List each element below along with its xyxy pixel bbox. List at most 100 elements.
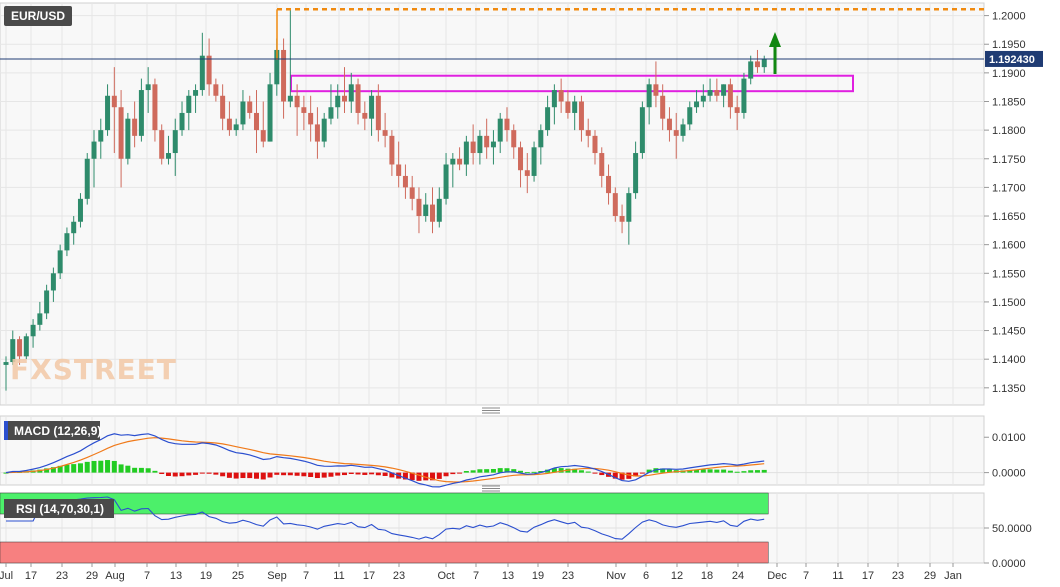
candle-63: [430, 187, 436, 234]
macd-hist-bar-32: [220, 472, 226, 477]
candle-39: [267, 72, 273, 142]
macd-hist-bar-80: [545, 469, 551, 473]
macd-hist-bar-111: [754, 470, 760, 473]
candle-88: [599, 147, 605, 188]
candle-body-89: [606, 175, 612, 194]
candle-body-60: [409, 187, 415, 199]
candle-74: [504, 107, 510, 142]
macd-hist-bar-46: [314, 472, 320, 479]
candle-80: [545, 95, 551, 136]
candle-body-83: [565, 101, 571, 113]
macd-hist-bar-71: [484, 469, 490, 473]
candle-16: [111, 67, 117, 154]
candle-body-43: [294, 95, 300, 108]
candle-body-81: [551, 90, 557, 108]
pane-splitter-1[interactable]: [482, 407, 500, 414]
candle-body-42: [287, 95, 293, 102]
candle-71: [484, 118, 490, 159]
pane-splitter-2[interactable]: [482, 485, 500, 492]
candle-48: [328, 84, 334, 125]
x-tick-label-28: 23: [892, 570, 904, 582]
x-tick-label-10: 7: [303, 570, 309, 582]
candle-body-109: [741, 78, 747, 113]
symbol-badge[interactable]: EUR/USD: [4, 6, 73, 26]
candle-69: [470, 124, 476, 165]
candle-92: [626, 187, 632, 245]
candle-body-69: [470, 141, 476, 154]
macd-hist-bar-15: [105, 460, 111, 473]
macd-hist-bar-56: [382, 472, 388, 476]
candle-body-105: [714, 90, 720, 96]
candle-103: [700, 84, 706, 108]
candle-body-18: [125, 118, 131, 159]
x-tick-label-13: 23: [393, 570, 405, 582]
x-tick-label-23: 24: [732, 570, 744, 582]
macd-hist-bar-108: [734, 471, 740, 473]
candle-86: [585, 118, 591, 148]
macd-hist-bar-70: [477, 469, 483, 473]
macd-hist-bar-73: [497, 468, 503, 473]
macd-hist-bar-86: [585, 471, 591, 473]
macd-hist-bar-6: [44, 468, 50, 473]
candle-70: [477, 130, 483, 165]
candle-5: [37, 301, 43, 331]
macd-series: [0, 433, 984, 488]
candle-body-16: [111, 95, 117, 108]
macd-hist-bar-29: [199, 472, 205, 474]
candle-body-65: [443, 164, 449, 199]
rsi-label: RSI (14,70,30,1): [16, 502, 104, 516]
candle-body-73: [497, 118, 503, 142]
candle-49: [335, 84, 341, 119]
macd-hist-bar-30: [206, 472, 212, 474]
candle-body-51: [348, 84, 354, 102]
candle-38: [260, 101, 266, 148]
candle-43: [294, 84, 300, 136]
symbol-label: EUR/USD: [11, 9, 66, 23]
candle-body-27: [186, 95, 192, 113]
candlestick-series: [3, 9, 767, 391]
macd-hist-bar-49: [335, 472, 341, 476]
candle-99: [673, 112, 679, 159]
macd-hist-bar-109: [741, 471, 747, 473]
candle-body-106: [721, 84, 727, 96]
macd-hist-bar-79: [538, 471, 544, 473]
candle-111: [754, 49, 760, 73]
candle-body-95: [646, 84, 652, 108]
y-tick-label-12: 1.1400: [992, 354, 1026, 366]
candle-body-10: [71, 221, 77, 234]
candle-body-35: [240, 101, 246, 125]
candle-98: [666, 107, 672, 142]
macd-hist-bar-85: [578, 470, 584, 473]
candle-body-59: [402, 175, 408, 188]
macd-hist-bar-87: [592, 472, 598, 474]
macd-hist-bar-9: [64, 464, 70, 473]
macd-hist-bar-7: [50, 467, 56, 473]
candle-body-3: [23, 336, 29, 357]
macd-hist-bar-106: [721, 469, 727, 473]
zone-rect: [290, 74, 854, 93]
candle-body-34: [233, 124, 239, 131]
macd-hist-bar-41: [281, 472, 287, 476]
candle-32: [220, 84, 226, 131]
price-axis: 1.2000 1.1950 1.1900 1.1850 1.1800 1.1750 1.17…: [984, 11, 1026, 395]
macd-hist-bar-93: [633, 472, 639, 477]
macd-hist-bar-21: [145, 468, 151, 473]
candle-100: [680, 118, 686, 142]
macd-hist-bar-16: [111, 460, 117, 473]
x-tick-label-26: 11: [832, 570, 843, 582]
macd-hist-bar-74: [504, 468, 510, 473]
candle-28: [193, 84, 199, 113]
candle-body-107: [727, 84, 733, 108]
candle-body-55: [375, 95, 381, 131]
macd-hist-bar-27: [186, 472, 192, 476]
candle-51: [348, 72, 354, 113]
x-tick-label-22: 18: [701, 570, 713, 582]
candle-14: [98, 118, 104, 159]
macd-hist-bar-68: [463, 471, 469, 473]
candle-body-110: [748, 61, 754, 79]
candle-73: [497, 112, 503, 154]
macd-hist-bar-97: [660, 468, 666, 473]
candle-81: [551, 84, 557, 125]
y-tick-label-2: 1.1900: [992, 68, 1026, 80]
macd-hist-bar-66: [450, 472, 456, 475]
